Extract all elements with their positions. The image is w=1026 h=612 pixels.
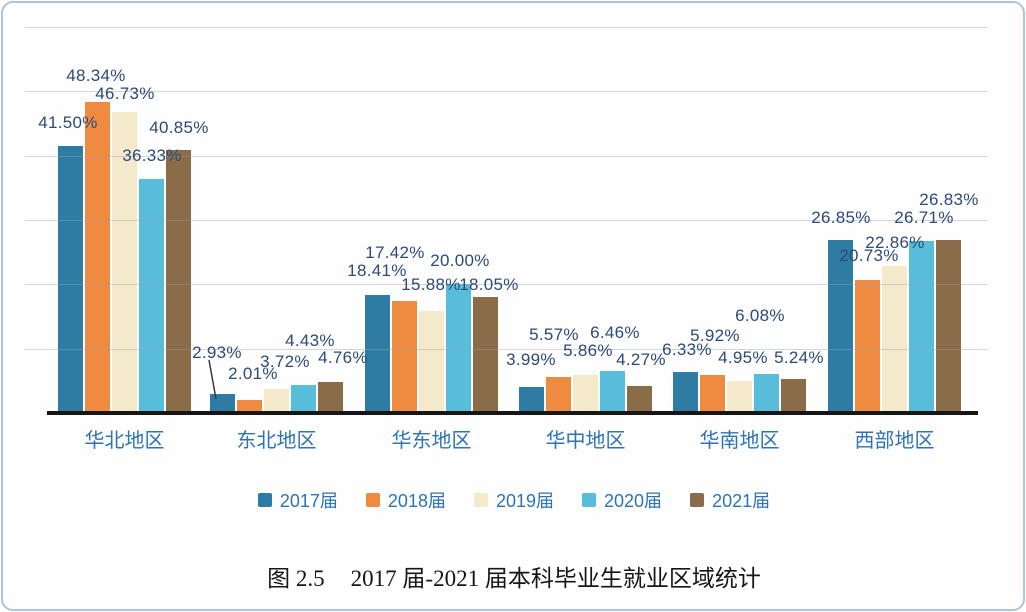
x-axis-label-华南地区: 华南地区: [699, 430, 780, 452]
bar-2017届-华东地区: [365, 294, 390, 413]
x-axis-label-华中地区: 华中地区: [545, 430, 626, 452]
legend-swatch-2018届: [365, 493, 380, 507]
value-label-2017届-华北地区: 41.50%: [38, 113, 98, 132]
value-label-2020届-华中地区: 6.46%: [590, 323, 640, 342]
figure-caption: 图 2.5 2017 届-2021 届本科毕业生就业区域统计: [3, 559, 1025, 593]
gridline-30-percent: [25, 220, 988, 221]
legend-item-2017届: 2017届: [257, 487, 338, 513]
bar-2021届-华东地区: [473, 296, 498, 413]
figure-caption-text: 2017 届-2021 届本科毕业生就业区域统计: [350, 566, 761, 591]
legend-swatch-2020届: [582, 493, 597, 507]
legend-label-2017届: 2017届: [279, 491, 338, 511]
bar-2019届-东北地区: [264, 389, 289, 413]
bar-2017届-西部地区: [828, 240, 853, 413]
x-axis-label-华东地区: 华东地区: [391, 430, 472, 452]
legend-swatch-2021届: [690, 493, 705, 507]
x-axis-label-西部地区: 西部地区: [854, 430, 935, 452]
bar-2020届-西部地区: [909, 241, 934, 413]
value-label-2018届-东北地区: 2.01%: [228, 364, 278, 383]
bar-2020届-华北地区: [139, 179, 164, 413]
value-label-2020届-华东地区: 20.00%: [430, 251, 490, 270]
bar-2018届-华南地区: [700, 374, 725, 413]
legend-item-2020届: 2020届: [582, 487, 662, 513]
value-label-2017届-华中地区: 3.99%: [506, 350, 556, 369]
legend-label-2020届: 2020届: [604, 491, 663, 511]
x-axis-label-东北地区: 东北地区: [236, 430, 317, 452]
bar-2018届-华中地区: [546, 377, 571, 413]
legend-label-2019届: 2019届: [495, 491, 555, 511]
legend-label-2021届: 2021届: [712, 491, 771, 511]
bar-2018届-华东地区: [392, 300, 417, 413]
value-label-2018届-华中地区: 5.57%: [529, 325, 579, 344]
value-label-2019届-华中地区: 5.86%: [563, 341, 613, 360]
bar-2019届-华北地区: [112, 112, 137, 413]
bar-2021届-华南地区: [781, 379, 806, 413]
value-label-2019届-华东地区: 15.88%: [401, 275, 461, 294]
value-label-2018届-华北地区: 48.34%: [66, 66, 126, 85]
value-label-2021届-华中地区: 4.27%: [616, 350, 666, 369]
value-label-2017届-华南地区: 6.33%: [662, 340, 712, 359]
value-label-2019届-东北地区: 3.72%: [260, 352, 310, 371]
bar-2019届-西部地区: [882, 265, 907, 413]
bar-2021届-西部地区: [936, 240, 961, 413]
gridline-60-percent: [25, 27, 988, 28]
value-label-2020届-西部地区: 26.71%: [894, 208, 954, 227]
bar-2018届-华北地区: [85, 102, 110, 413]
x-axis-line: [47, 411, 978, 415]
legend-item-2019届: 2019届: [473, 487, 555, 513]
bar-2018届-东北地区: [237, 400, 262, 413]
value-label-2020届-华北地区: 36.33%: [122, 146, 182, 165]
value-label-2017届-西部地区: 26.85%: [811, 208, 871, 227]
legend-item-2021届: 2021届: [690, 487, 770, 513]
value-label-2019届-华南地区: 4.95%: [718, 348, 768, 367]
bar-2017届-华南地区: [673, 372, 698, 413]
value-label-2020届-华南地区: 6.08%: [735, 306, 785, 325]
bar-2019届-华东地区: [419, 310, 444, 413]
legend-swatch-2019届: [473, 493, 488, 507]
value-label-2017届-华东地区: 18.41%: [347, 261, 407, 280]
gridline-20-percent: [25, 284, 988, 285]
gridline-40-percent: [25, 156, 988, 157]
bar-2020届-东北地区: [291, 384, 316, 413]
legend-label-2018届: 2018届: [387, 491, 446, 511]
legend-item-2018届: 2018届: [365, 487, 446, 513]
bar-2021届-东北地区: [318, 382, 343, 413]
value-label-2021届-西部地区: 26.83%: [919, 190, 979, 209]
value-label-2019届-华北地区: 46.73%: [95, 84, 155, 103]
bar-2020届-华南地区: [754, 373, 779, 413]
value-label-2017届-东北地区: 2.93%: [192, 343, 242, 362]
bar-2019届-华中地区: [573, 375, 598, 413]
chart-legend: 2017届 2018届 2019届 2020届 2021届: [3, 487, 1025, 513]
bar-2017届-华中地区: [519, 387, 544, 413]
bar-2021届-华中地区: [627, 385, 652, 413]
bar-chart-plot: 41.50% 2.93% 18.41% 3.99% 6.33% 26.85% 48.34% 2…: [3, 3, 1025, 605]
value-label-2021届-东北地区: 4.76%: [318, 348, 368, 367]
figure-caption-number: 图 2.5: [267, 566, 325, 591]
gridline-10-percent: [25, 349, 988, 350]
value-label-2021届-华南地区: 5.24%: [774, 348, 824, 367]
bar-2017届-华北地区: [58, 146, 83, 413]
value-label-2019届-西部地区: 22.86%: [865, 233, 925, 252]
value-label-2018届-华东地区: 17.42%: [365, 243, 425, 262]
value-label-2020届-东北地区: 4.43%: [285, 331, 335, 350]
x-axis-label-华北地区: 华北地区: [84, 430, 165, 452]
bar-2021届-华北地区: [166, 150, 191, 413]
bar-2019届-华南地区: [727, 381, 752, 413]
value-label-2021届-华东地区: 18.05%: [459, 275, 519, 294]
gridline-50-percent: [25, 91, 988, 92]
bar-2018届-西部地区: [855, 279, 880, 413]
value-label-2021届-华北地区: 40.85%: [149, 118, 209, 137]
bar-2020届-华东地区: [446, 284, 471, 413]
bar-2020届-华中地区: [600, 371, 625, 413]
legend-swatch-2017届: [257, 493, 272, 507]
value-label-2018届-华南地区: 5.92%: [690, 326, 740, 345]
value-label-2018届-西部地区: 20.73%: [839, 246, 899, 265]
